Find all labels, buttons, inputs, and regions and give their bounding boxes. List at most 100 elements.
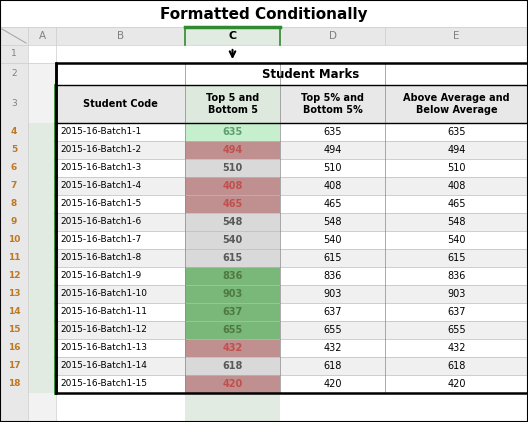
- Bar: [28, 177, 56, 195]
- Text: 510: 510: [447, 163, 466, 173]
- Bar: [280, 177, 385, 195]
- Bar: [280, 231, 385, 249]
- Text: 540: 540: [222, 235, 243, 245]
- Text: E: E: [453, 31, 460, 41]
- Text: 6: 6: [11, 163, 17, 173]
- Bar: [280, 159, 385, 177]
- Bar: [28, 285, 56, 303]
- Bar: [56, 141, 185, 159]
- Text: B: B: [117, 31, 124, 41]
- Text: 408: 408: [323, 181, 342, 191]
- Bar: [28, 339, 56, 357]
- Text: 655: 655: [323, 325, 342, 335]
- Text: 618: 618: [447, 361, 466, 371]
- Bar: [385, 357, 528, 375]
- Bar: [185, 321, 280, 339]
- Bar: [56, 375, 185, 393]
- Bar: [385, 321, 528, 339]
- Bar: [185, 123, 280, 141]
- Bar: [56, 123, 185, 141]
- Bar: [280, 321, 385, 339]
- Bar: [56, 267, 185, 285]
- Text: 615: 615: [222, 253, 243, 263]
- Text: 637: 637: [323, 307, 342, 317]
- Text: 548: 548: [447, 217, 466, 227]
- Bar: [56, 249, 185, 267]
- Bar: [56, 63, 528, 85]
- Text: Student Code: Student Code: [83, 99, 158, 109]
- Text: 432: 432: [222, 343, 243, 353]
- Bar: [28, 267, 56, 285]
- Text: 17: 17: [8, 362, 20, 371]
- Text: 510: 510: [222, 163, 243, 173]
- Bar: [385, 231, 528, 249]
- Bar: [385, 213, 528, 231]
- Text: 2015-16-Batch1-2: 2015-16-Batch1-2: [60, 146, 141, 154]
- Bar: [185, 375, 280, 393]
- Bar: [28, 213, 56, 231]
- Bar: [185, 27, 280, 422]
- Bar: [185, 285, 280, 303]
- Text: 18: 18: [8, 379, 20, 389]
- Text: Formatted Conditionally: Formatted Conditionally: [160, 6, 368, 22]
- Text: 432: 432: [323, 343, 342, 353]
- Text: 408: 408: [447, 181, 466, 191]
- Text: 408: 408: [222, 181, 243, 191]
- Text: 2015-16-Batch1-1: 2015-16-Batch1-1: [60, 127, 142, 136]
- Text: 836: 836: [447, 271, 466, 281]
- Text: Top 5% and
Bottom 5%: Top 5% and Bottom 5%: [301, 93, 364, 115]
- Text: 2015-16-Batch1-5: 2015-16-Batch1-5: [60, 200, 142, 208]
- Bar: [28, 27, 56, 422]
- Bar: [56, 321, 185, 339]
- Bar: [385, 195, 528, 213]
- Bar: [185, 195, 280, 213]
- Text: 494: 494: [323, 145, 342, 155]
- Text: 16: 16: [8, 344, 20, 352]
- Bar: [28, 123, 56, 141]
- Text: 655: 655: [222, 325, 243, 335]
- Bar: [385, 123, 528, 141]
- Text: 615: 615: [323, 253, 342, 263]
- Bar: [185, 85, 280, 123]
- Bar: [280, 339, 385, 357]
- Bar: [28, 231, 56, 249]
- Bar: [280, 85, 385, 123]
- Bar: [185, 303, 280, 321]
- Text: 420: 420: [447, 379, 466, 389]
- Text: 548: 548: [222, 217, 243, 227]
- Text: 14: 14: [8, 308, 20, 316]
- Bar: [385, 267, 528, 285]
- Bar: [385, 159, 528, 177]
- Bar: [56, 339, 185, 357]
- Bar: [56, 177, 185, 195]
- Bar: [385, 339, 528, 357]
- Text: 2015-16-Batch1-14: 2015-16-Batch1-14: [60, 362, 147, 371]
- Bar: [280, 249, 385, 267]
- Text: 635: 635: [447, 127, 466, 137]
- Text: 2015-16-Batch1-4: 2015-16-Batch1-4: [60, 181, 141, 190]
- Text: 2015-16-Batch1-10: 2015-16-Batch1-10: [60, 289, 147, 298]
- Bar: [280, 267, 385, 285]
- Text: 635: 635: [323, 127, 342, 137]
- Bar: [185, 249, 280, 267]
- Text: Top 5 and
Bottom 5: Top 5 and Bottom 5: [206, 93, 259, 115]
- Text: 615: 615: [447, 253, 466, 263]
- Text: 420: 420: [222, 379, 243, 389]
- Bar: [185, 213, 280, 231]
- Bar: [185, 339, 280, 357]
- Bar: [385, 303, 528, 321]
- Bar: [28, 321, 56, 339]
- Text: 2015-16-Batch1-11: 2015-16-Batch1-11: [60, 308, 147, 316]
- Text: 15: 15: [8, 325, 20, 335]
- Bar: [28, 159, 56, 177]
- Text: A: A: [39, 31, 45, 41]
- Bar: [280, 123, 385, 141]
- Bar: [28, 303, 56, 321]
- Text: 465: 465: [222, 199, 243, 209]
- Text: 4: 4: [11, 127, 17, 136]
- Bar: [280, 375, 385, 393]
- Text: 618: 618: [222, 361, 243, 371]
- Text: 3: 3: [11, 100, 17, 108]
- Text: 2015-16-Batch1-8: 2015-16-Batch1-8: [60, 254, 142, 262]
- Bar: [56, 303, 185, 321]
